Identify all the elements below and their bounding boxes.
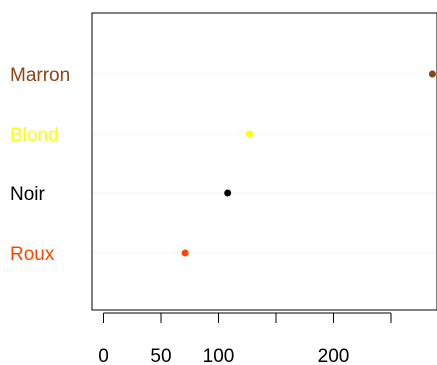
category-label: Noir bbox=[10, 184, 46, 205]
guide-lines bbox=[93, 73, 436, 254]
data-point bbox=[246, 130, 254, 138]
data-point bbox=[428, 70, 436, 78]
category-label: Marron bbox=[10, 65, 70, 86]
category-labels: Marron Blond Noir Roux bbox=[10, 65, 70, 265]
category-label: Blond bbox=[10, 125, 59, 146]
x-tick-label: 200 bbox=[318, 346, 350, 365]
category-label: Roux bbox=[10, 244, 55, 265]
x-axis: 0 50 100 200 bbox=[98, 312, 392, 365]
x-tick-label: 100 bbox=[203, 346, 235, 365]
data-point bbox=[224, 189, 232, 197]
x-tick-label: 50 bbox=[150, 346, 171, 365]
data-points bbox=[181, 70, 436, 257]
x-tick-label: 0 bbox=[98, 346, 109, 365]
plot-frame bbox=[91, 12, 437, 311]
data-point bbox=[181, 249, 189, 257]
